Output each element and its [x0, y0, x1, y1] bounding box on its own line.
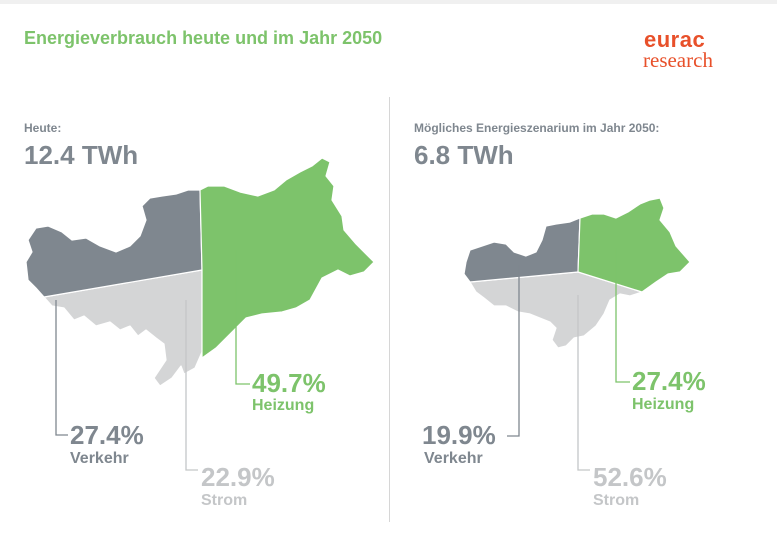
logo-line-2: research — [643, 48, 713, 72]
leader-2050-heizung — [615, 248, 630, 383]
today-heizung-name: Heizung — [252, 397, 315, 414]
logo-line-1: eurac — [644, 27, 706, 52]
leader-today-strom — [185, 300, 198, 471]
panel-divider — [389, 97, 390, 522]
panel-2050-label: Mögliches Energieszenarium im Jahr 2050: — [414, 121, 660, 135]
eurac-logo: eurac research — [643, 27, 713, 72]
map-today-heizung-region — [199, 157, 375, 359]
map-today — [25, 157, 375, 471]
leader-2050-strom — [577, 295, 590, 471]
map-2050-heizung-region — [577, 197, 691, 293]
map-today-verkehr-region — [25, 189, 203, 298]
map-2050-verkehr-region — [463, 217, 581, 283]
map-today-strom-region — [43, 269, 203, 387]
leader-today-verkehr — [55, 300, 68, 436]
panel-2050-total: 6.8 TWh — [414, 140, 514, 170]
map-2050-strom-region — [469, 271, 643, 349]
panel-today-label: Heute: — [24, 121, 62, 135]
2050-strom-value: 52.6% — [593, 462, 667, 492]
today-verkehr-name: Verkehr — [70, 450, 129, 467]
2050-verkehr-value: 19.9% — [422, 420, 496, 450]
leader-2050-verkehr — [507, 265, 520, 437]
today-strom-value: 22.9% — [201, 462, 275, 492]
2050-strom-name: Strom — [593, 492, 640, 509]
chart-title: Energieverbrauch heute und im Jahr 2050 — [24, 28, 383, 48]
leader-today-heizung — [235, 250, 250, 385]
2050-verkehr-name: Verkehr — [424, 450, 483, 467]
today-verkehr-value: 27.4% — [70, 420, 144, 450]
2050-heizung-name: Heizung — [632, 396, 695, 413]
today-strom-name: Strom — [201, 492, 248, 509]
map-2050 — [463, 197, 691, 471]
top-rule — [0, 0, 777, 4]
2050-heizung-value: 27.4% — [632, 366, 706, 396]
panel-today-total: 12.4 TWh — [24, 140, 139, 170]
today-heizung-value: 49.7% — [252, 368, 326, 398]
